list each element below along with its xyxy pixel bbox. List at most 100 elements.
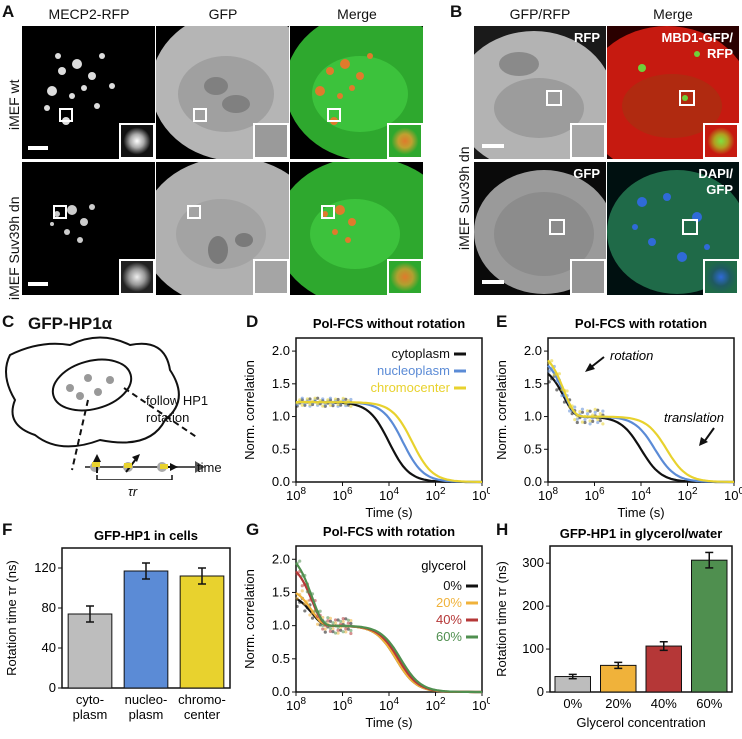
data-point-nucleoplasm (300, 396, 304, 400)
data-point-chromocenter (552, 373, 556, 377)
x-axis-label: Time (s) (617, 505, 664, 520)
data-point-0% (349, 621, 353, 626)
panel-label-a: A (2, 2, 15, 21)
col-title-mecp2: MECP2-RFP (48, 6, 130, 22)
data-point-40% (333, 618, 338, 622)
chart-title: GFP-HP1 in cells (94, 528, 198, 543)
overlay-gfp: GFP (573, 166, 600, 181)
y-tick-label: 0.0 (524, 474, 542, 489)
data-point-nucleoplasm (575, 417, 579, 421)
data-point-60% (331, 621, 335, 625)
micrograph-a-mecp2-suv (22, 162, 155, 295)
roi-box (53, 205, 67, 219)
series-line-cytoplasm (296, 401, 482, 484)
data-point-cytoplasm (316, 396, 320, 400)
data-point-chromocenter (573, 418, 577, 422)
data-point-40% (346, 621, 350, 625)
micrograph-b-gfp: GFP (474, 162, 606, 295)
data-point-nucleoplasm (601, 409, 605, 413)
y-axis-label: Norm. correlation (494, 360, 509, 460)
data-point-cytoplasm (336, 397, 340, 402)
chart-title: Pol-FCS without rotation (313, 316, 465, 331)
panel-label-b: B (450, 2, 463, 21)
y-tick-label: 1.5 (272, 376, 290, 391)
data-point-chromocenter (557, 372, 561, 376)
data-point-20% (328, 616, 333, 620)
y-axis-label: Norm. correlation (242, 569, 257, 669)
data-point-40% (328, 629, 333, 633)
data-point-chromocenter (336, 402, 340, 407)
micrograph-b-rfp: RFP (474, 26, 606, 159)
data-point-cytoplasm (588, 409, 592, 413)
x-category-label: plasm (73, 707, 108, 722)
data-point-20% (344, 630, 348, 634)
y-tick-label: 100 (522, 641, 544, 656)
y-tick-label: 0.0 (272, 684, 290, 699)
schematic-title: GFP-HP1α (28, 314, 113, 333)
data-point-0% (336, 618, 340, 622)
data-point-chromocenter (321, 404, 325, 408)
data-point-20% (308, 613, 312, 617)
roi-box (679, 90, 695, 106)
chart-g-polfcs-glycerol: Pol-FCS with rotation 0.0 0.5 1.0 1.5 2.0 108 1… (242, 524, 490, 730)
micrograph-a-mecp2-wt (22, 26, 155, 159)
scale-bar (28, 146, 48, 150)
bar-0 (67, 613, 113, 689)
data-point-chromocenter (580, 420, 585, 424)
data-point-20% (316, 622, 320, 626)
x-tick-label: 102 (425, 696, 445, 713)
chart-f-hp1-cells: GFP-HP1 in cells04080120cyto-plasmnucleo… (4, 528, 231, 722)
data-point-0% (310, 616, 315, 620)
y-tick-label: 0.5 (272, 651, 290, 666)
follow-text: follow HP1 (146, 393, 209, 408)
panel-label-f: F (2, 520, 13, 539)
data-point-cytoplasm (580, 410, 585, 414)
data-point-chromocenter (588, 419, 592, 423)
schematic-time-label: time (197, 460, 222, 475)
x-tick-label: 102 (677, 486, 697, 503)
x-tick-label: 106 (584, 486, 604, 503)
row-label-wt: iMEF wt (6, 79, 22, 130)
data-point-40% (336, 628, 340, 632)
micrograph-a-merge-suv (290, 162, 423, 295)
y-tick-label: 2.0 (524, 343, 542, 358)
legend-title: glycerol (421, 558, 466, 573)
chart-h-hp1-glycerol: GFP-HP1 in glycerol/water 0 100 200 300 0% 20%… (494, 526, 733, 730)
y-tick-label: 1.5 (524, 376, 542, 391)
x-tick-label: 108 (286, 696, 306, 713)
data-point-0% (295, 604, 299, 609)
data-point-nucleoplasm (560, 394, 564, 398)
inset-zoom (253, 259, 289, 295)
data-point-chromocenter (596, 417, 600, 422)
panel-label-d: D (246, 312, 259, 331)
y-tick-label: 80 (42, 600, 56, 615)
data-point-chromocenter (326, 398, 330, 402)
data-point-nucleoplasm (596, 420, 600, 425)
data-point-cytoplasm (555, 388, 559, 392)
data-point-nucleoplasm (588, 422, 592, 426)
data-point-cytoplasm (575, 420, 579, 425)
data-point-nucleoplasm (585, 412, 590, 416)
data-point-cytoplasm (308, 397, 312, 401)
y-tick-label: 0 (49, 680, 56, 695)
schematic-hp1-rotation (5, 336, 205, 480)
row-label-b: iMEF Suv39h dn (456, 146, 472, 251)
roi-box (546, 90, 562, 106)
micrograph-a-gfp-wt (156, 26, 289, 159)
legend-label-20%: 20% (436, 595, 462, 610)
data-point-chromocenter (349, 404, 353, 408)
rotation-text: rotation (146, 410, 190, 425)
inset-zoom (387, 123, 423, 159)
data-point-60% (339, 619, 343, 624)
scale-bar (482, 144, 504, 148)
x-category-label: chromo- (178, 692, 226, 707)
x-axis-label: Glycerol concentration (576, 715, 705, 730)
y-tick-label: 0.5 (272, 441, 290, 456)
chart-title: GFP-HP1 in glycerol/water (560, 526, 723, 541)
data-point-0% (346, 627, 350, 631)
series-line-cytoplasm (547, 372, 734, 484)
data-point-chromocenter (550, 359, 554, 363)
x-tick-label: 100 (472, 486, 490, 503)
data-point-cytoplasm (583, 420, 587, 425)
data-point-chromocenter (298, 398, 302, 402)
